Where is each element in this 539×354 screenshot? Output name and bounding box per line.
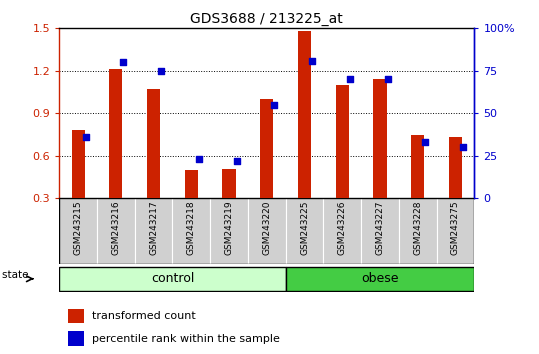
- Bar: [67, 309, 84, 323]
- Point: [421, 139, 430, 145]
- Bar: [361, 198, 399, 264]
- Text: disease state: disease state: [0, 270, 29, 280]
- Text: obese: obese: [361, 272, 399, 285]
- Text: percentile rank within the sample: percentile rank within the sample: [93, 334, 280, 344]
- Text: GSM243216: GSM243216: [112, 200, 120, 255]
- Text: GSM243226: GSM243226: [338, 200, 347, 255]
- Bar: [260, 99, 273, 198]
- Point: [459, 144, 467, 150]
- Point: [157, 68, 165, 74]
- Bar: [411, 135, 424, 198]
- Bar: [336, 85, 349, 198]
- Bar: [286, 198, 323, 264]
- Bar: [374, 79, 386, 198]
- Bar: [97, 198, 135, 264]
- Text: GSM243220: GSM243220: [262, 200, 271, 255]
- Text: GSM243215: GSM243215: [74, 200, 82, 255]
- Bar: [248, 198, 286, 264]
- Bar: [210, 198, 248, 264]
- Text: GSM243225: GSM243225: [300, 200, 309, 255]
- Text: GSM243217: GSM243217: [149, 200, 158, 255]
- Point: [232, 158, 241, 164]
- Bar: [59, 198, 97, 264]
- Point: [270, 102, 279, 108]
- Bar: [223, 169, 236, 198]
- Text: GSM243218: GSM243218: [187, 200, 196, 255]
- Bar: [399, 198, 437, 264]
- Text: GSM243227: GSM243227: [376, 200, 384, 255]
- Bar: [185, 170, 198, 198]
- Bar: [449, 137, 462, 198]
- Point: [308, 58, 316, 63]
- Bar: [286, 267, 474, 291]
- Text: transformed count: transformed count: [93, 311, 196, 321]
- Bar: [135, 198, 172, 264]
- Point: [81, 134, 90, 140]
- Bar: [323, 198, 361, 264]
- Text: control: control: [151, 272, 194, 285]
- Bar: [298, 31, 311, 198]
- Text: GSM243275: GSM243275: [451, 200, 460, 255]
- Point: [383, 76, 392, 82]
- Point: [195, 156, 203, 162]
- Bar: [147, 89, 160, 198]
- Point: [345, 76, 354, 82]
- Text: GSM243228: GSM243228: [413, 200, 422, 255]
- Text: GSM243219: GSM243219: [225, 200, 233, 255]
- Bar: [59, 267, 286, 291]
- Title: GDS3688 / 213225_at: GDS3688 / 213225_at: [190, 12, 343, 26]
- Point: [119, 59, 128, 65]
- Bar: [437, 198, 474, 264]
- Bar: [109, 69, 122, 198]
- Bar: [67, 331, 84, 346]
- Bar: [172, 198, 210, 264]
- Bar: [72, 130, 85, 198]
